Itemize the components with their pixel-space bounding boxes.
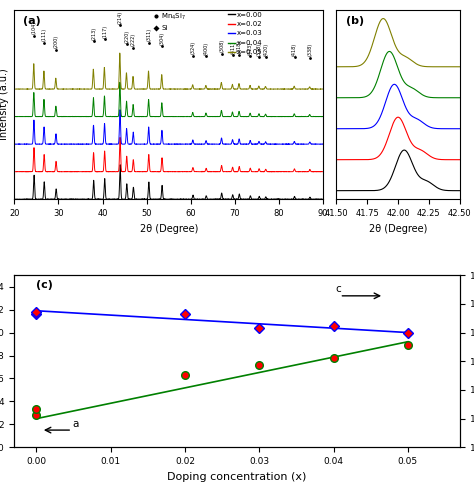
x=0.00 — [320, 196, 326, 202]
x=0.05 — [320, 86, 326, 92]
X-axis label: 2θ (Degree): 2θ (Degree) — [139, 224, 198, 234]
Text: (420): (420) — [264, 43, 268, 56]
x=0.04 — [117, 80, 123, 85]
Text: (413): (413) — [248, 42, 253, 55]
Text: (328): (328) — [257, 43, 262, 56]
x=0.00 — [76, 196, 82, 202]
Text: (b): (b) — [346, 15, 364, 26]
x=0.02 — [320, 168, 326, 174]
X-axis label: 2θ (Degree): 2θ (Degree) — [369, 224, 427, 234]
Text: (304): (304) — [160, 32, 164, 45]
Text: (311): (311) — [146, 28, 151, 41]
x=0.04 — [157, 113, 163, 119]
x=0.04 — [195, 114, 201, 120]
Text: c: c — [335, 284, 341, 294]
x=0.02 — [297, 168, 302, 174]
x=0.00 — [208, 196, 214, 202]
x=0.03 — [157, 141, 163, 147]
Y-axis label: Intensity (a.u.): Intensity (a.u.) — [0, 69, 9, 141]
x=0.04 — [320, 114, 326, 120]
x=0.05 — [76, 86, 82, 92]
Text: (111): (111) — [42, 28, 47, 41]
x=0.03 — [76, 141, 82, 147]
Line: x=0.04: x=0.04 — [14, 83, 323, 117]
Text: (104): (104) — [32, 21, 36, 34]
x=0.00 — [35, 196, 41, 202]
x=0.05 — [123, 73, 129, 79]
x=0.02 — [208, 169, 214, 175]
x=0.02 — [195, 168, 201, 174]
Text: (308): (308) — [219, 39, 224, 52]
X-axis label: Doping concentration (x): Doping concentration (x) — [167, 472, 307, 482]
Text: a: a — [72, 418, 79, 428]
x=0.04 — [47, 114, 53, 120]
x=0.00 — [157, 196, 163, 202]
Text: (200): (200) — [54, 35, 59, 48]
Text: (418): (418) — [292, 43, 297, 56]
Text: (220): (220) — [124, 30, 129, 43]
x=0.02 — [157, 168, 163, 174]
x=0.04 — [208, 113, 214, 119]
Text: (222): (222) — [131, 33, 136, 46]
x=0.03 — [297, 141, 302, 147]
x=0.04 — [76, 114, 82, 120]
Line: x=0.00: x=0.00 — [14, 165, 323, 199]
x=0.02 — [82, 169, 88, 175]
x=0.02 — [117, 134, 123, 140]
x=0.02 — [76, 168, 82, 174]
Text: (214): (214) — [118, 11, 123, 24]
Legend: x=0.00, x=0.02, x=0.03, x=0.04, x=0.05: x=0.00, x=0.02, x=0.03, x=0.04, x=0.05 — [228, 11, 263, 55]
x=0.05 — [297, 86, 302, 92]
x=0.00 — [123, 189, 129, 195]
Text: (318): (318) — [237, 40, 242, 53]
x=0.00 — [118, 162, 123, 168]
Text: (324): (324) — [191, 41, 195, 54]
x=0.03 — [117, 107, 123, 113]
x=0.05 — [117, 50, 123, 56]
Line: x=0.03: x=0.03 — [14, 110, 323, 144]
x=0.03 — [275, 141, 281, 147]
x=0.04 — [11, 114, 17, 120]
x=0.05 — [11, 86, 17, 92]
x=0.05 — [195, 86, 201, 92]
Text: (117): (117) — [102, 25, 107, 38]
Text: (411): (411) — [230, 41, 235, 54]
x=0.03 — [11, 141, 17, 147]
x=0.03 — [320, 141, 326, 147]
Text: (c): (c) — [36, 280, 54, 290]
Line: x=0.02: x=0.02 — [14, 137, 323, 172]
x=0.03 — [123, 133, 129, 139]
x=0.04 — [297, 114, 302, 120]
x=0.03 — [208, 141, 213, 147]
Text: (213): (213) — [91, 26, 96, 40]
x=0.03 — [195, 141, 201, 147]
x=0.02 — [11, 168, 17, 174]
x=0.00 — [11, 196, 17, 202]
Text: (400): (400) — [204, 42, 209, 55]
Text: (338): (338) — [308, 43, 312, 57]
x=0.00 — [195, 196, 201, 202]
Text: (a): (a) — [24, 15, 41, 26]
x=0.04 — [123, 102, 129, 108]
x=0.05 — [208, 86, 214, 92]
x=0.00 — [297, 196, 302, 202]
Line: x=0.05: x=0.05 — [14, 53, 323, 89]
x=0.02 — [123, 160, 129, 166]
x=0.05 — [85, 86, 91, 92]
x=0.05 — [157, 86, 163, 92]
